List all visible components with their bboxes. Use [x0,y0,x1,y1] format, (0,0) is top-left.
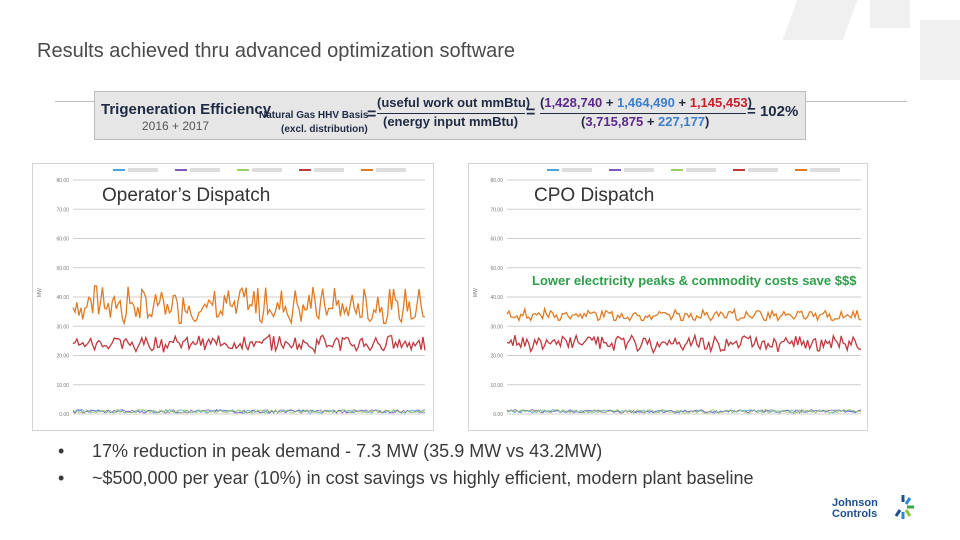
numerator-v1: 1,428,740 [544,95,603,110]
y-axis-label: MW [473,288,479,297]
equation-basis-1: Natural Gas HHV Basis [259,110,369,121]
y-tick-label: 30.00 [56,324,69,330]
bullet-list: • 17% reduction in peak demand - 7.3 MW … [58,438,754,492]
equation-equals-1: = [367,106,377,123]
low-series-line [72,409,426,414]
logo-text: Johnson Controls [832,498,878,520]
y-axis-label: MW [37,288,43,297]
numerator-v2: 1,464,490 [617,95,675,110]
y-tick-label: 0.00 [493,412,503,418]
savings-note: Lower electricity peaks & commodity cost… [532,273,857,288]
logo-mark-icon [894,495,914,519]
legend-label [376,168,406,172]
page-title: Results achieved thru advanced optimizat… [37,40,516,62]
denominator-plus: + [646,114,655,129]
numerator-label: (useful work out mmBtu) [377,95,531,110]
decor-shape-1 [782,0,858,40]
legend-label [624,168,654,172]
denominator-values: (3,715,875 + 227,177) [581,114,709,129]
y-tick-label: 50.00 [56,266,69,272]
cpo-dispatch-svg: 0.00 10.00 20.00 30.00 40.00 50.00 60.00 70.00 8… [473,168,862,418]
y-tick-label: 0.00 [59,412,69,418]
legend-label [128,168,158,172]
y-tick-label: 10.00 [490,383,503,389]
bullet-item: • 17% reduction in peak demand - 7.3 MW … [58,438,754,465]
y-tick-label: 80.00 [56,178,69,184]
legend-label [686,168,716,172]
y-tick-label: 70.00 [56,207,69,213]
low-series-line [506,409,862,414]
equation-equals-2: = [526,104,536,121]
denominator-v1: 3,715,875 [585,114,644,129]
equation-label: Trigeneration Efficiency [101,101,272,118]
numerator-open: ( [540,95,545,110]
legend-label [748,168,778,172]
operator-dispatch-title: Operator’s Dispatch [102,185,271,206]
decor-shape-3 [920,20,960,80]
bullet-text-2: ~$500,000 per year (10%) in cost savings… [92,468,754,488]
y-tick-label: 40.00 [56,295,69,301]
series-line-total-mw [506,306,862,323]
cpo-dispatch-chart: 0.00 10.00 20.00 30.00 40.00 50.00 60.00 70.00 8… [468,163,868,431]
y-tick-label: 80.00 [490,178,503,184]
numerator-values: (1,428,740 + 1,464,490 + 1,145,453) [540,95,752,110]
y-tick-label: 60.00 [490,237,503,243]
bullet-text-1: 17% reduction in peak demand - 7.3 MW (3… [92,441,603,461]
y-tick-label: 30.00 [490,324,503,330]
cpo-dispatch-title: CPO Dispatch [534,185,655,206]
bullet-marker: • [58,468,65,488]
bullet-marker: • [58,441,65,461]
legend-label [562,168,592,172]
y-tick-label: 10.00 [56,383,69,389]
operator-dispatch-svg: 0.00 10.00 20.00 30.00 40.00 50.00 60.00 70.00 8… [37,168,426,418]
denominator-v2: 227,177 [658,114,706,129]
legend-label [252,168,282,172]
denominator-close: ) [705,114,710,129]
series-line-grid-mw [72,333,426,355]
logo-line-2: Controls [832,508,878,520]
y-tick-label: 20.00 [490,354,503,360]
y-tick-label: 60.00 [56,237,69,243]
y-tick-label: 70.00 [490,207,503,213]
fraction-bar-1 [377,113,525,114]
decor-shape-2 [870,0,910,28]
low-series-line [506,409,862,414]
legend-label [314,168,344,172]
denominator-label: (energy input mmBtu) [383,114,519,129]
y-tick-label: 50.00 [490,266,503,272]
legend-label [810,168,840,172]
legend-label [190,168,220,172]
numerator-v3: 1,145,453 [689,95,748,110]
series-line-total-mw [72,285,426,326]
fraction-bar-2 [540,113,746,114]
efficiency-equation-box: Trigeneration Efficiency Natural Gas HHV… [94,91,806,140]
logo-line-1: Johnson [832,497,878,509]
equation-result: = 102% [747,103,798,120]
numerator-close: ) [747,95,752,110]
denominator-open: ( [581,114,586,129]
equation-result-value: 102% [759,103,799,120]
equation-equals-3: = [747,103,756,120]
equation-basis-2: (excl. distribution) [281,124,368,135]
y-tick-label: 20.00 [56,354,69,360]
bullet-item: • ~$500,000 per year (10%) in cost savin… [58,465,754,492]
operator-dispatch-chart: 0.00 10.00 20.00 30.00 40.00 50.00 60.00 70.00 8… [32,163,434,431]
series-line-grid-mw [506,332,862,355]
years-label: 2016 + 2017 [142,119,210,133]
johnson-controls-logo: Johnson Controls [832,488,922,524]
y-tick-label: 40.00 [490,295,503,301]
numerator-plus-1: + [605,95,614,110]
numerator-plus-2: + [678,95,687,110]
